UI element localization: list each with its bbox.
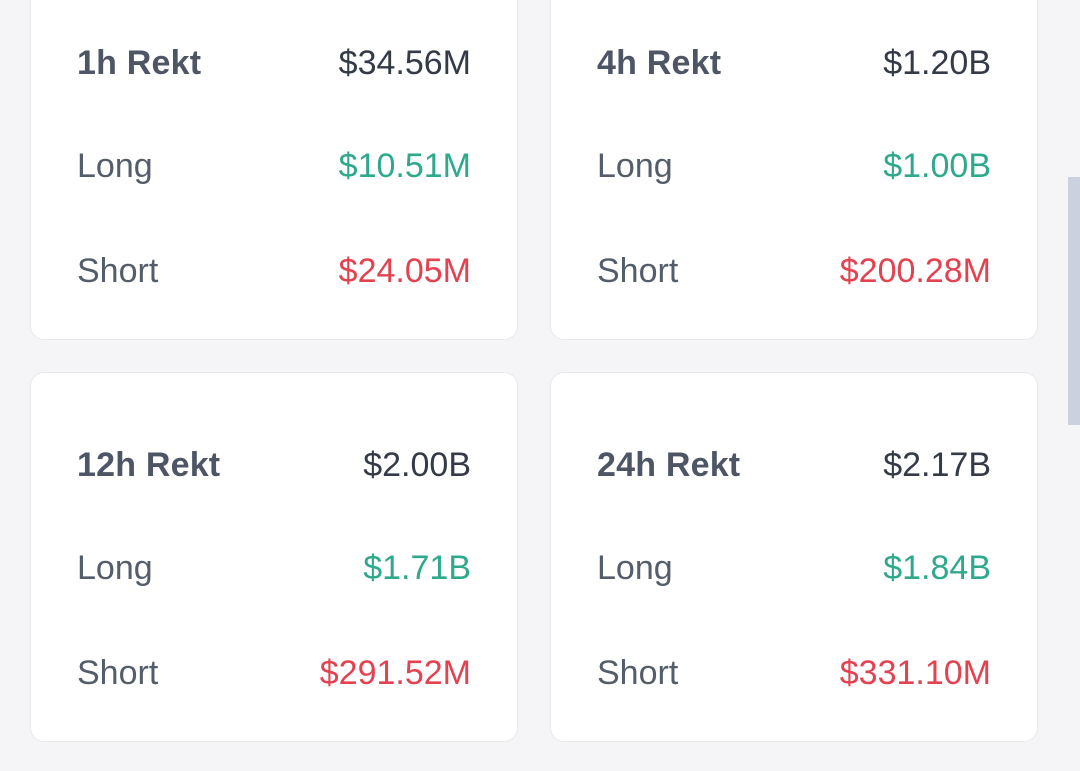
card-total-value: $2.17B	[883, 445, 991, 484]
rekt-card-1h: 1h Rekt $34.56M Long $10.51M Short $24.0…	[30, 0, 518, 340]
short-row: Short $200.28M	[597, 251, 991, 291]
long-value: $1.00B	[883, 146, 991, 185]
card-title: 12h Rekt	[77, 445, 221, 484]
short-label: Short	[597, 653, 679, 692]
long-label: Long	[597, 146, 673, 185]
long-label: Long	[77, 548, 153, 587]
rekt-cards-grid: 1h Rekt $34.56M Long $10.51M Short $24.0…	[30, 0, 1038, 742]
long-row: Long $1.84B	[597, 548, 991, 588]
card-header-row: 1h Rekt $34.56M	[77, 43, 471, 83]
rekt-card-12h: 12h Rekt $2.00B Long $1.71B Short $291.5…	[30, 372, 518, 742]
short-value: $291.52M	[319, 653, 471, 692]
rekt-card-4h: 4h Rekt $1.20B Long $1.00B Short $200.28…	[550, 0, 1038, 340]
short-label: Short	[77, 251, 159, 290]
card-header-row: 24h Rekt $2.17B	[597, 445, 991, 485]
short-label: Short	[77, 653, 159, 692]
long-row: Long $10.51M	[77, 146, 471, 186]
short-value: $200.28M	[839, 251, 991, 290]
card-header-row: 12h Rekt $2.00B	[77, 445, 471, 485]
long-value: $10.51M	[338, 146, 471, 185]
short-row: Short $24.05M	[77, 251, 471, 291]
card-total-value: $34.56M	[338, 43, 471, 82]
long-label: Long	[597, 548, 673, 587]
long-label: Long	[77, 146, 153, 185]
long-value: $1.71B	[363, 548, 471, 587]
long-row: Long $1.71B	[77, 548, 471, 588]
short-value: $24.05M	[338, 251, 471, 290]
short-value: $331.10M	[839, 653, 991, 692]
rekt-card-24h: 24h Rekt $2.17B Long $1.84B Short $331.1…	[550, 372, 1038, 742]
card-title: 4h Rekt	[597, 43, 722, 82]
scrollbar-thumb[interactable]	[1068, 177, 1080, 425]
short-row: Short $291.52M	[77, 653, 471, 693]
card-title: 24h Rekt	[597, 445, 741, 484]
card-total-value: $1.20B	[883, 43, 991, 82]
card-header-row: 4h Rekt $1.20B	[597, 43, 991, 83]
short-label: Short	[597, 251, 679, 290]
long-value: $1.84B	[883, 548, 991, 587]
scrollbar[interactable]	[1068, 0, 1080, 771]
long-row: Long $1.00B	[597, 146, 991, 186]
short-row: Short $331.10M	[597, 653, 991, 693]
card-total-value: $2.00B	[363, 445, 471, 484]
card-title: 1h Rekt	[77, 43, 202, 82]
